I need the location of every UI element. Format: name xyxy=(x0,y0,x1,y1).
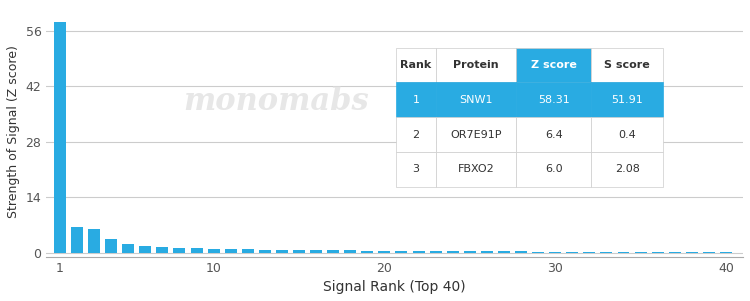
Text: Z score: Z score xyxy=(531,60,577,70)
Bar xyxy=(310,250,322,253)
Bar xyxy=(549,252,561,253)
Bar xyxy=(617,252,629,253)
FancyBboxPatch shape xyxy=(396,82,436,117)
Text: 3: 3 xyxy=(413,164,419,174)
Bar xyxy=(584,252,596,253)
FancyBboxPatch shape xyxy=(436,152,516,187)
FancyBboxPatch shape xyxy=(591,82,663,117)
Bar xyxy=(720,252,732,253)
Bar xyxy=(225,249,237,253)
FancyBboxPatch shape xyxy=(591,152,663,187)
Text: 51.91: 51.91 xyxy=(611,95,644,105)
Text: 6.4: 6.4 xyxy=(545,130,562,140)
Text: 0.4: 0.4 xyxy=(619,130,636,140)
Bar xyxy=(208,249,220,253)
Bar xyxy=(122,244,134,253)
Text: 6.0: 6.0 xyxy=(545,164,562,174)
Text: Protein: Protein xyxy=(454,60,499,70)
Text: S score: S score xyxy=(604,60,650,70)
Bar xyxy=(464,251,476,253)
FancyBboxPatch shape xyxy=(396,48,436,82)
FancyBboxPatch shape xyxy=(591,48,663,82)
Bar xyxy=(344,250,356,253)
Bar xyxy=(515,252,527,253)
Bar xyxy=(669,252,681,253)
Bar xyxy=(362,251,374,253)
FancyBboxPatch shape xyxy=(436,117,516,152)
FancyBboxPatch shape xyxy=(516,48,591,82)
Bar xyxy=(566,252,578,253)
X-axis label: Signal Rank (Top 40): Signal Rank (Top 40) xyxy=(323,280,466,294)
Bar xyxy=(395,251,407,253)
Text: 2: 2 xyxy=(413,130,419,140)
Bar xyxy=(686,252,698,253)
Text: 58.31: 58.31 xyxy=(538,95,570,105)
Bar xyxy=(259,250,271,253)
Bar xyxy=(481,251,493,253)
FancyBboxPatch shape xyxy=(516,117,591,152)
FancyBboxPatch shape xyxy=(396,117,436,152)
FancyBboxPatch shape xyxy=(516,152,591,187)
Bar xyxy=(140,246,152,253)
Bar xyxy=(703,252,715,253)
Bar xyxy=(447,251,459,253)
Text: 1: 1 xyxy=(413,95,419,105)
Bar xyxy=(532,252,544,253)
Text: FBXO2: FBXO2 xyxy=(458,164,494,174)
Bar xyxy=(652,252,664,253)
Bar xyxy=(190,248,202,253)
Text: monomabs: monomabs xyxy=(183,86,369,117)
Bar xyxy=(293,250,305,253)
Bar xyxy=(430,251,442,253)
FancyBboxPatch shape xyxy=(436,82,516,117)
Bar xyxy=(276,250,288,253)
Bar xyxy=(498,251,510,253)
Text: SNW1: SNW1 xyxy=(460,95,493,105)
Bar xyxy=(601,252,613,253)
Bar xyxy=(173,247,185,253)
Text: Rank: Rank xyxy=(400,60,432,70)
Bar xyxy=(54,22,66,253)
Y-axis label: Strength of Signal (Z score): Strength of Signal (Z score) xyxy=(7,45,20,218)
Text: OR7E91P: OR7E91P xyxy=(451,130,502,140)
Bar xyxy=(88,229,100,253)
Bar xyxy=(242,249,254,253)
FancyBboxPatch shape xyxy=(436,48,516,82)
Text: 2.08: 2.08 xyxy=(615,164,640,174)
Bar xyxy=(105,239,117,253)
Bar xyxy=(71,227,83,253)
Bar xyxy=(157,247,168,253)
FancyBboxPatch shape xyxy=(516,82,591,117)
Bar xyxy=(327,250,339,253)
FancyBboxPatch shape xyxy=(396,152,436,187)
Bar xyxy=(413,251,424,253)
Bar xyxy=(379,251,391,253)
FancyBboxPatch shape xyxy=(591,117,663,152)
Bar xyxy=(634,252,646,253)
